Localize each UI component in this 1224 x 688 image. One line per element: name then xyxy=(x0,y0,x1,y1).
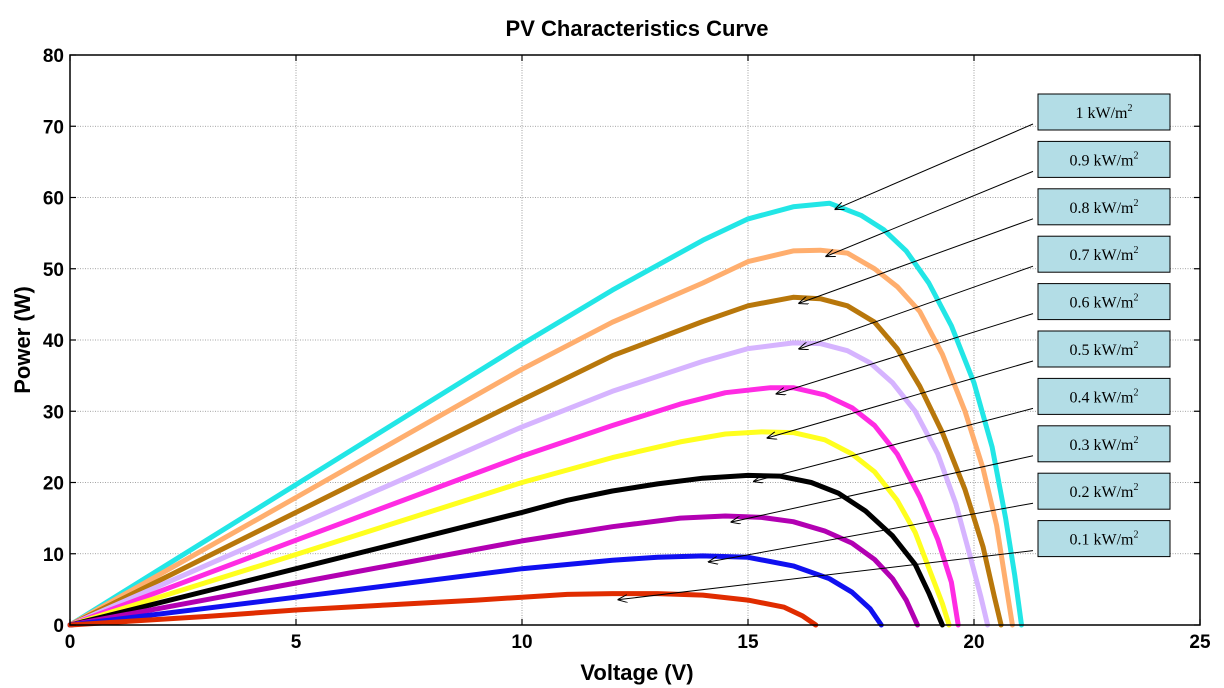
y-tick-label: 20 xyxy=(43,474,64,495)
series-line-6 xyxy=(67,429,952,628)
series-line-5 xyxy=(67,385,961,628)
y-tick-label: 60 xyxy=(43,189,64,210)
legend-entry-label: 0.3 kW/m2 xyxy=(1070,435,1139,454)
axis-ticks: 0 5 10 15 20 25 0 10 20 30 40 50 60 70 80 xyxy=(43,46,1211,653)
series-line-3 xyxy=(67,294,1004,628)
legend-arrow xyxy=(731,455,1034,522)
legend-box xyxy=(1037,283,1171,321)
series-line-8 xyxy=(67,513,920,628)
y-tick-label: 40 xyxy=(43,331,64,352)
legend-entry-label: 0.7 kW/m2 xyxy=(1070,245,1139,264)
y-tick-label: 0 xyxy=(53,616,64,637)
legend-arrow xyxy=(835,123,1034,209)
series-line-9 xyxy=(67,553,884,628)
series-line-10 xyxy=(67,591,819,628)
series-lines xyxy=(67,200,1024,628)
legend-entry-label: 0.4 kW/m2 xyxy=(1070,387,1139,406)
x-tick-label: 15 xyxy=(737,632,759,653)
y-tick-label: 10 xyxy=(43,545,64,566)
legend: 1 kW/m2 0.9 kW/m2 0.8 kW/m2 0.7 kW/m2 0.6 kW… xyxy=(618,93,1171,600)
series-line-7 xyxy=(67,472,945,628)
legend-arrow xyxy=(777,313,1034,394)
legend-box xyxy=(1037,377,1171,415)
legend-box xyxy=(1037,188,1171,226)
legend-box xyxy=(1037,425,1171,463)
legend-box xyxy=(1037,235,1171,273)
y-tick-label: 30 xyxy=(43,402,64,423)
legend-entry-label: 0.8 kW/m2 xyxy=(1070,198,1139,217)
legend-arrow xyxy=(768,360,1034,438)
legend-entry-label: 0.6 kW/m2 xyxy=(1070,293,1139,312)
x-tick-label: 5 xyxy=(291,632,302,653)
x-tick-label: 0 xyxy=(65,632,76,653)
legend-box xyxy=(1037,330,1171,368)
x-tick-label: 20 xyxy=(963,632,984,653)
legend-entry-label: 0.2 kW/m2 xyxy=(1070,482,1139,501)
y-tick-label: 70 xyxy=(43,117,64,138)
legend-entry-label: 0.1 kW/m2 xyxy=(1070,530,1139,549)
x-axis-label: Voltage (V) xyxy=(580,660,693,685)
legend-box xyxy=(1037,93,1171,131)
series-line-1 xyxy=(67,200,1024,628)
x-tick-label: 25 xyxy=(1189,632,1211,653)
y-tick-label: 50 xyxy=(43,260,64,281)
legend-box xyxy=(1037,472,1171,510)
grid xyxy=(70,55,1200,625)
series-line-2 xyxy=(67,247,1015,628)
legend-arrow xyxy=(709,502,1034,562)
legend-box xyxy=(1037,520,1171,558)
legend-arrow xyxy=(618,550,1034,600)
legend-entry-label: 0.9 kW/m2 xyxy=(1070,150,1139,169)
legend-box xyxy=(1037,140,1171,178)
legend-arrow xyxy=(754,407,1034,481)
legend-entry-label: 0.5 kW/m2 xyxy=(1070,340,1139,359)
legend-arrow xyxy=(826,170,1034,256)
x-tick-label: 10 xyxy=(511,632,532,653)
y-axis-label: Power (W) xyxy=(10,286,35,394)
series-line-4 xyxy=(67,340,991,628)
legend-arrow xyxy=(799,265,1034,349)
y-tick-label: 80 xyxy=(43,46,64,67)
legend-arrow xyxy=(799,218,1034,303)
chart-title: PV Characteristics Curve xyxy=(506,16,769,41)
legend-entry-label: 1 kW/m2 xyxy=(1076,103,1133,122)
